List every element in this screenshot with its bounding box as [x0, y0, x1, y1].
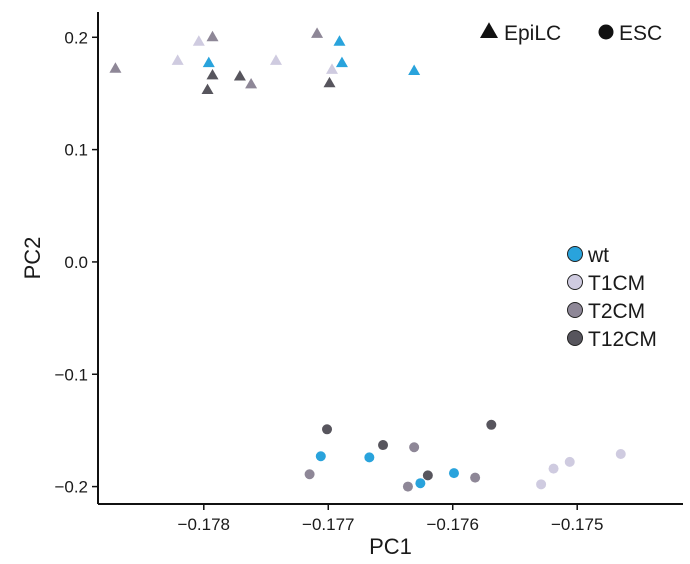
esc-t2cm-point	[409, 442, 420, 453]
legend-t12cm-label: T12CM	[588, 328, 657, 351]
legend-epilc-label: EpiLC	[504, 22, 561, 45]
epilc-t1cm-point	[269, 54, 282, 65]
epilc-t2cm-point	[311, 27, 324, 38]
x-tick-label: −0.177	[302, 515, 354, 534]
shape-legend: EpiLC ESC	[480, 22, 662, 45]
y-axis-ticks: 0.2 0.1 0.0 −0.1 −0.2	[54, 28, 98, 497]
esc-t1cm-point	[548, 463, 559, 474]
epilc-t2cm-point	[206, 30, 219, 42]
epilc-t12cm-point	[201, 83, 214, 95]
y-tick-label: −0.1	[54, 365, 88, 384]
esc-wt-point	[315, 451, 326, 462]
epilc-t1cm-point	[171, 54, 184, 65]
esc-t1cm-point	[564, 456, 575, 467]
epilc-t12cm-point	[233, 70, 246, 81]
epilc-t1cm-point	[192, 35, 205, 46]
epilc-wt-point	[333, 35, 346, 46]
x-tick-label: −0.178	[178, 515, 230, 534]
y-axis-title: PC2	[20, 237, 45, 280]
x-tick-label: −0.176	[426, 515, 478, 534]
color-legend: wt T1CM T2CM T12CM	[567, 244, 657, 351]
epilc-t2cm-point	[109, 62, 122, 73]
epilc-wt-point	[408, 64, 421, 75]
esc-wt-point	[364, 452, 375, 463]
epilc-t1cm-point	[326, 63, 338, 74]
plot-area	[109, 27, 626, 492]
epilc-wt-point	[202, 56, 215, 68]
legend-esc-label: ESC	[619, 22, 662, 45]
esc-t1cm-point	[615, 449, 626, 460]
esc-t12cm-point	[422, 470, 433, 481]
legend-t2cm-swatch	[567, 302, 583, 318]
legend-wt-swatch	[567, 246, 583, 262]
legend-t1cm-label: T1CM	[588, 272, 645, 295]
epilc-t2cm-point	[245, 77, 258, 89]
esc-wt-point	[448, 468, 459, 479]
x-tick-label: −0.175	[551, 515, 603, 534]
y-tick-label: 0.0	[64, 253, 88, 272]
esc-t2cm-point	[470, 472, 481, 483]
esc-t12cm-point	[486, 419, 497, 430]
y-tick-label: 0.1	[64, 141, 88, 160]
esc-wt-point	[415, 478, 426, 489]
legend-t2cm-label: T2CM	[588, 300, 645, 323]
legend-t1cm-swatch	[567, 274, 583, 290]
y-tick-label: 0.2	[64, 28, 88, 47]
legend-circle-icon	[598, 24, 614, 40]
x-axis-ticks: −0.178 −0.177 −0.176 −0.175	[178, 504, 603, 534]
legend-t12cm-swatch	[567, 330, 583, 346]
y-tick-label: −0.2	[54, 478, 88, 497]
epilc-t12cm-point	[323, 76, 336, 88]
esc-t12cm-point	[322, 424, 333, 435]
epilc-wt-point	[335, 56, 348, 68]
esc-t1cm-point	[536, 479, 547, 490]
legend-triangle-icon	[480, 22, 498, 38]
x-axis-title: PC1	[369, 534, 412, 559]
esc-t2cm-point	[402, 481, 413, 492]
legend-wt-label: wt	[587, 244, 609, 267]
esc-t2cm-point	[304, 469, 315, 480]
esc-t12cm-point	[378, 440, 389, 451]
epilc-t12cm-point	[206, 68, 219, 80]
